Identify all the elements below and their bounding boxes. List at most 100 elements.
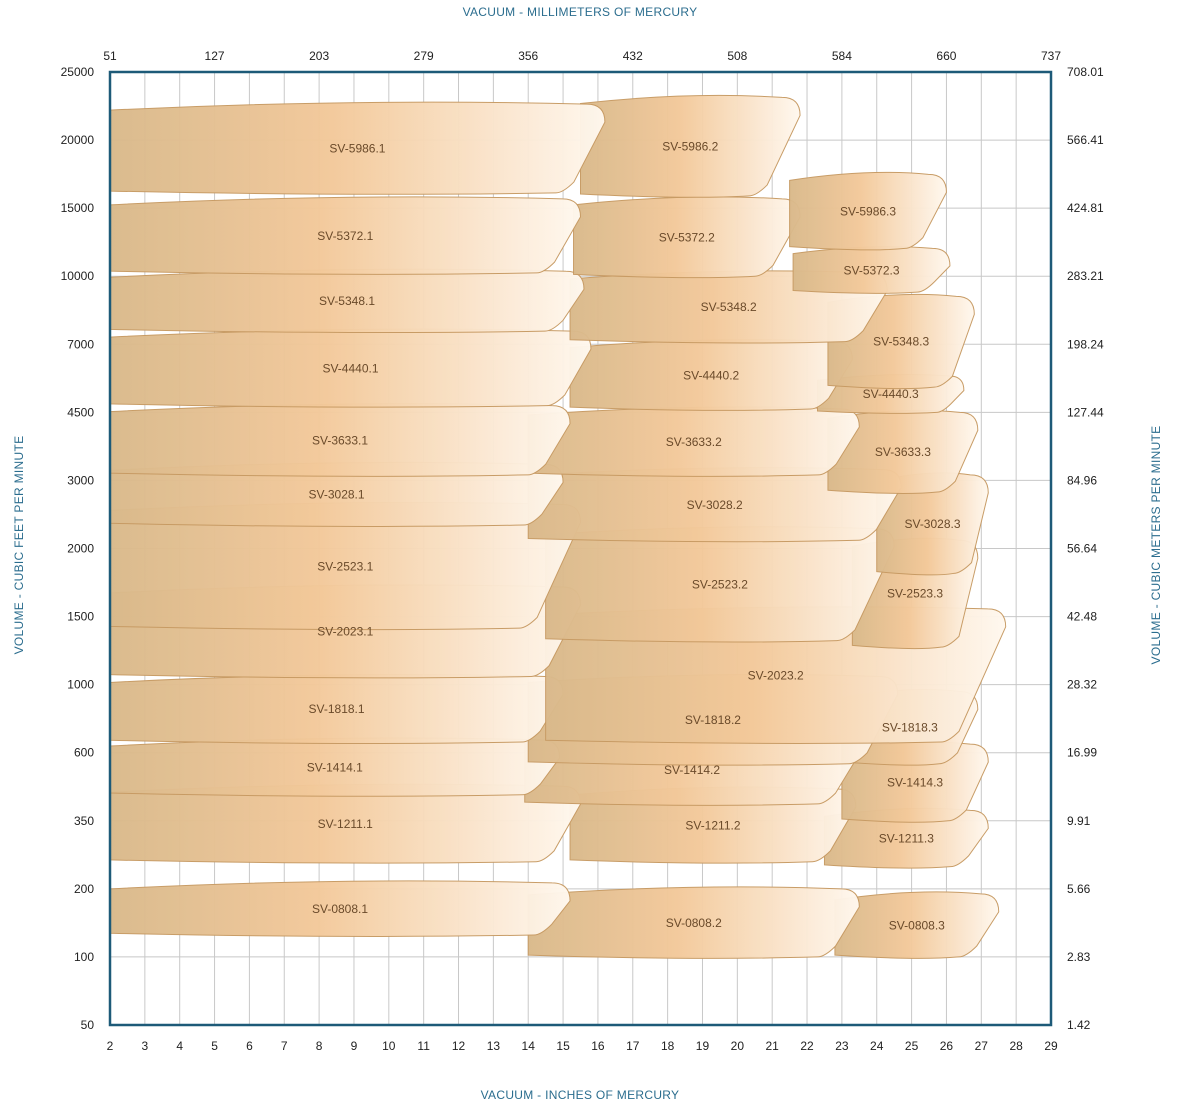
x-tick-label: 19: [696, 1039, 710, 1053]
x-tick-label: 3: [142, 1039, 149, 1053]
x-tick-label: 15: [556, 1039, 570, 1053]
band-label: SV-1818.1: [309, 702, 365, 716]
y-tick-label-left: 2000: [67, 542, 94, 556]
x-top-tick-label: 279: [414, 49, 434, 63]
x-tick-label: 8: [316, 1039, 323, 1053]
x-tick-label: 17: [626, 1039, 640, 1053]
x-top-tick-label: 432: [623, 49, 643, 63]
band-label: SV-5348.3: [873, 335, 929, 349]
y-tick-label-left: 200: [74, 882, 94, 896]
y-tick-label-left: 10000: [61, 269, 95, 283]
band-label: SV-2023.2: [748, 668, 804, 682]
band-label: SV-5372.1: [317, 229, 373, 243]
x-tick-label: 5: [211, 1039, 218, 1053]
band-labels: SV-5986.1 SV-5986.2 SV-5986.3 SV-5372.1 SV-5…: [307, 140, 961, 933]
y-tick-label-right: 28.32: [1067, 678, 1097, 692]
y-tick-label-right: 56.64: [1067, 542, 1097, 556]
x-tick-label: 21: [766, 1039, 780, 1053]
band-label: SV-1818.2: [685, 713, 741, 727]
x-tick-label: 14: [522, 1039, 536, 1053]
band-label: SV-2523.3: [887, 587, 943, 601]
y-tick-label-left: 7000: [67, 337, 94, 351]
x-tick-label: 10: [382, 1039, 396, 1053]
y-tick-label-right: 2.83: [1067, 950, 1091, 964]
band-sv-5986-1: [109, 101, 606, 195]
y-tick-label-left: 1000: [67, 678, 94, 692]
band-label: SV-2523.1: [317, 559, 373, 573]
band-label: SV-4440.3: [863, 387, 919, 401]
band-label: SV-1211.3: [879, 832, 934, 846]
band-label: SV-0808.2: [666, 916, 722, 930]
x-top-tick-label: 737: [1041, 49, 1061, 63]
band-sv-5986-2: [580, 94, 801, 198]
x-top-tick-label: 660: [936, 49, 956, 63]
y-tick-label-right: 198.24: [1067, 337, 1104, 351]
band-label: SV-1414.1: [307, 760, 363, 774]
band-label: SV-5986.3: [840, 204, 896, 218]
band-label: SV-1414.2: [664, 763, 720, 777]
x-tick-label: 7: [281, 1039, 288, 1053]
band-sv-5372-1: [109, 196, 582, 275]
x-axis-bottom-ticks: 2 3 4 5 6 7 8 9 10 11 12 13 14 15 16 17 18 19 20 21 22 23 24 25…: [107, 1039, 1058, 1053]
band-label: SV-5986.1: [329, 142, 385, 156]
y-tick-label-left: 600: [74, 746, 94, 760]
y-tick-label-right: 16.99: [1067, 746, 1097, 760]
x-tick-label: 4: [176, 1039, 183, 1053]
y-tick-label-right: 127.44: [1067, 405, 1104, 419]
band-label: SV-3028.1: [309, 488, 365, 502]
y-tick-label-right: 283.21: [1067, 269, 1104, 283]
x-tick-label: 13: [487, 1039, 501, 1053]
band-label: SV-5372.2: [659, 231, 715, 245]
top-axis-title: VACUUM - MILLIMETERS OF MERCURY: [462, 5, 698, 19]
band-label: SV-2523.2: [692, 578, 748, 592]
y-tick-label-right: 1.42: [1067, 1018, 1091, 1032]
bottom-axis-title: VACUUM - INCHES OF MERCURY: [480, 1088, 680, 1102]
band-label: SV-4440.2: [683, 368, 739, 382]
x-tick-label: 16: [591, 1039, 605, 1053]
x-tick-label: 23: [835, 1039, 849, 1053]
y-axis-right-ticks: 708.01 566.41 424.81 283.21 198.24 127.44 84.9…: [1067, 65, 1104, 1032]
x-tick-label: 26: [940, 1039, 954, 1053]
band-label: SV-0808.3: [889, 918, 945, 932]
band-label: SV-1211.2: [685, 818, 740, 832]
y-tick-label-left: 1500: [67, 610, 94, 624]
x-axis-top-ticks: 51 127 203 279 356 432 508 584 660 737: [103, 49, 1061, 63]
band-label: SV-5372.3: [843, 263, 899, 277]
x-top-tick-label: 127: [205, 49, 225, 63]
band-label: SV-3633.3: [875, 445, 931, 459]
band-label: SV-0808.1: [312, 902, 368, 916]
band-label: SV-1818.3: [882, 721, 938, 735]
y-tick-label-left: 50: [81, 1018, 95, 1032]
band-label: SV-5348.2: [701, 300, 757, 314]
band-sv-0808-1: [109, 880, 571, 937]
y-tick-label-right: 9.91: [1067, 814, 1091, 828]
x-tick-label: 24: [870, 1039, 884, 1053]
y-tick-label-left: 25000: [61, 65, 95, 79]
band-label: SV-3633.1: [312, 433, 368, 447]
y-tick-label-left: 3000: [67, 473, 94, 487]
x-tick-label: 18: [661, 1039, 675, 1053]
x-tick-label: 29: [1044, 1039, 1058, 1053]
y-tick-label-right: 566.41: [1067, 133, 1104, 147]
x-tick-label: 9: [351, 1039, 358, 1053]
x-tick-label: 12: [452, 1039, 466, 1053]
y-axis-left-ticks: 25000 20000 15000 10000 7000 4500 3000 2000 1500…: [61, 65, 95, 1032]
y-tick-label-right: 42.48: [1067, 610, 1097, 624]
band-sv-5986-3: [789, 171, 947, 251]
band-label: SV-5348.1: [319, 294, 375, 308]
x-top-tick-label: 508: [727, 49, 747, 63]
x-tick-label: 28: [1009, 1039, 1023, 1053]
band-label: SV-3028.3: [904, 517, 960, 531]
x-tick-label: 22: [800, 1039, 814, 1053]
y-tick-label-right: 708.01: [1067, 65, 1104, 79]
band-label: SV-3028.2: [687, 498, 743, 512]
band-label: SV-2023.1: [317, 625, 373, 639]
y-tick-label-right: 5.66: [1067, 882, 1091, 896]
band-sv-0808-3: [834, 891, 1000, 959]
x-top-tick-label: 356: [518, 49, 538, 63]
performance-bands: [109, 94, 1007, 959]
x-tick-label: 11: [417, 1039, 430, 1053]
x-tick-label: 6: [246, 1039, 253, 1053]
